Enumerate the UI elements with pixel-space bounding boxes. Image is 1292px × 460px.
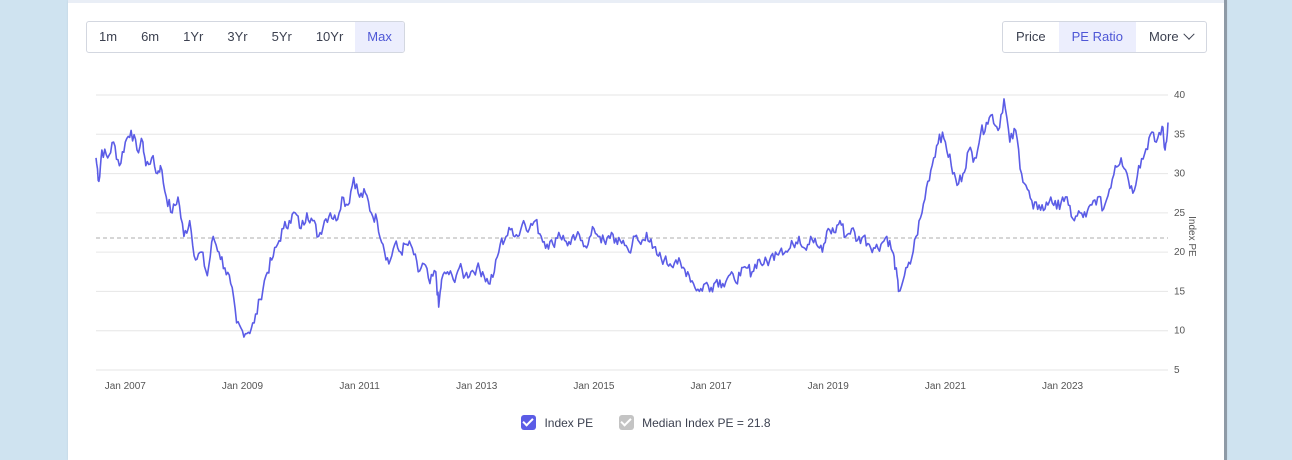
y-tick-label: 20	[1174, 247, 1186, 258]
view-selector: Price PE Ratio More	[1002, 21, 1207, 53]
y-tick-label: 25	[1174, 208, 1186, 219]
x-tick-label: Jan 2011	[339, 381, 380, 392]
y-tick-label: 5	[1174, 365, 1180, 376]
view-pe-ratio-button[interactable]: PE Ratio	[1058, 22, 1136, 52]
chart-card: 1m 6m 1Yr 3Yr 5Yr 10Yr Max Price PE Rati…	[68, 0, 1227, 460]
view-price-button[interactable]: Price	[1016, 29, 1046, 44]
view-more-dropdown[interactable]: More	[1136, 22, 1206, 52]
y-tick-label: 15	[1174, 286, 1186, 297]
x-tick-label: Jan 2013	[456, 381, 498, 392]
legend-label-index-pe: Index PE	[544, 415, 594, 430]
range-10yr-button[interactable]: 10Yr	[315, 29, 344, 44]
range-1yr-button[interactable]: 1Yr	[183, 29, 204, 44]
legend-item-median-index-pe[interactable]: Median Index PE = 21.8	[619, 415, 771, 430]
chart-legend: Index PE Median Index PE = 21.8	[68, 415, 1224, 430]
y-tick-label: 10	[1174, 326, 1186, 337]
check-icon	[521, 415, 537, 430]
y-tick-label: 35	[1174, 129, 1186, 140]
range-5yr-button[interactable]: 5Yr	[271, 29, 292, 44]
range-max-button[interactable]: Max	[355, 22, 404, 52]
range-1m-button[interactable]: 1m	[99, 29, 118, 44]
pe-ratio-chart: 5 10 15 20 25 30 35 40 Jan 2007 Jan 2009 Jan 2011 J…	[95, 90, 1197, 392]
x-tick-label: Jan 2009	[222, 381, 264, 392]
range-3yr-button[interactable]: 3Yr	[227, 29, 248, 44]
y-tick-label: 30	[1174, 169, 1186, 180]
y-axis-label: Index PE	[1186, 216, 1197, 257]
x-tick-label: Jan 2007	[105, 381, 147, 392]
index-pe-line	[95, 98, 1169, 338]
x-tick-label: Jan 2019	[808, 381, 850, 392]
x-tick-label: Jan 2021	[925, 381, 967, 392]
view-more-label: More	[1148, 29, 1179, 44]
range-6m-button[interactable]: 6m	[141, 29, 160, 44]
x-tick-label: Jan 2023	[1042, 381, 1084, 392]
legend-label-median-index-pe: Median Index PE = 21.8	[642, 415, 771, 430]
x-tick-label: Jan 2015	[573, 381, 615, 392]
range-selector: 1m 6m 1Yr 3Yr 5Yr 10Yr Max	[86, 21, 405, 53]
check-icon	[619, 415, 635, 430]
x-tick-label: Jan 2017	[691, 381, 733, 392]
legend-item-index-pe[interactable]: Index PE	[521, 415, 593, 430]
y-tick-label: 40	[1174, 90, 1186, 101]
